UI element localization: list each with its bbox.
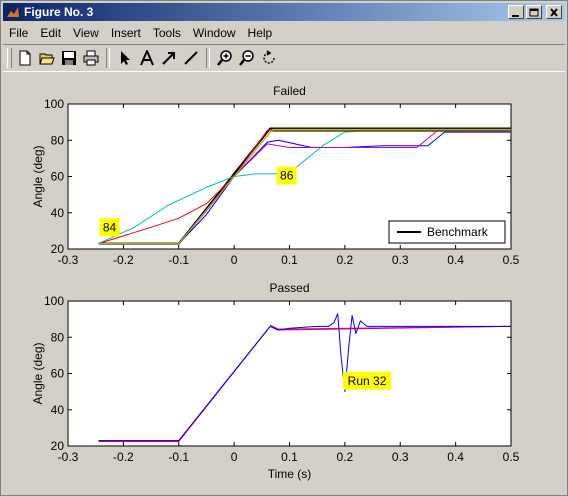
close-button[interactable]: [546, 5, 562, 19]
chart-1-xtick-label: 0.2: [337, 253, 354, 267]
menu-insert[interactable]: Insert: [110, 25, 141, 40]
chart-2-xtick-label: 0.1: [281, 450, 298, 464]
chart-1-xtick-label: -0.3: [58, 253, 79, 267]
window-title: Figure No. 3: [24, 5, 94, 19]
insert-line-button[interactable]: [180, 47, 202, 69]
new-figure-button[interactable]: [14, 47, 36, 69]
print-button[interactable]: [80, 47, 102, 69]
chart-1-annotation-label: 84: [103, 220, 117, 234]
print-icon: [83, 50, 99, 66]
chart-2-title: Passed: [269, 281, 309, 295]
maximize-button[interactable]: [526, 5, 542, 19]
chart-2-xtick-label: -0.1: [168, 450, 189, 464]
chart-2-ytick-label: 80: [51, 330, 65, 344]
chart-1-xtick-label: 0: [231, 253, 238, 267]
chart-1-title: Failed: [273, 84, 306, 98]
chart-1-series-line-4: [98, 131, 511, 245]
chart-2-ytick-label: 20: [51, 439, 65, 453]
save-icon: [62, 51, 76, 65]
menu-tools[interactable]: Tools: [152, 25, 181, 40]
chart-1-annotation-box: [276, 166, 297, 185]
chart-2-xtick-label: -0.3: [58, 450, 79, 464]
save-button[interactable]: [58, 47, 80, 69]
chart-1-xtick-label: 0.1: [281, 253, 298, 267]
chart-1-xtick-label: 0.5: [503, 253, 520, 267]
menu-window[interactable]: Window: [192, 25, 236, 40]
toolbar-separator: [106, 48, 110, 68]
chart-1-series-line-3: [98, 129, 511, 245]
chart-2-axes[interactable]: [67, 300, 512, 447]
menu-help[interactable]: Help: [247, 25, 273, 40]
chart-2-annotation-box: [343, 371, 392, 390]
text-insert-icon: [140, 50, 154, 66]
chart-1-xtick-label: 0.4: [447, 253, 464, 267]
chart-1-series-line-2: [98, 129, 511, 245]
chart-2-xtick-label: 0.3: [392, 450, 409, 464]
chart-2-ytick-label: 40: [51, 403, 65, 417]
figure-toolbar: [3, 44, 565, 72]
menu-file[interactable]: File: [9, 25, 29, 40]
chart-2-ylabel: Angle (deg): [31, 342, 45, 404]
chart-2-xlabel: Time (s): [268, 467, 312, 481]
chart-1-xtick-label: 0.3: [392, 253, 409, 267]
menu-view[interactable]: View: [73, 25, 99, 40]
chart-2-xtick-label: 0.4: [447, 450, 464, 464]
chart-2-xtick-label: 0.5: [503, 450, 520, 464]
toolbar-grip[interactable]: [7, 48, 12, 68]
chart-1-ytick-label: 20: [51, 242, 65, 256]
open-folder-icon: [39, 53, 55, 65]
chart-1-annotation-label: 86: [280, 169, 294, 183]
zoom-in-button[interactable]: [214, 47, 236, 69]
chart-2-ytick-label: 100: [44, 294, 64, 308]
chart-1-annotation-box: [99, 218, 120, 237]
line-insert-icon: [184, 51, 198, 65]
chart-2-ytick-label: 60: [51, 367, 65, 381]
insert-text-button[interactable]: [136, 47, 158, 69]
rotate-icon: [263, 50, 275, 64]
select-arrow-icon: [121, 51, 130, 65]
matlab-app-icon[interactable]: [6, 5, 20, 19]
chart-1-series-line-7: [98, 128, 511, 245]
zoom-out-button[interactable]: [236, 47, 258, 69]
menu-edit[interactable]: Edit: [40, 25, 62, 40]
chart-2-xtick-label: 0.2: [337, 450, 354, 464]
zoom-in-icon: [217, 50, 232, 66]
chart-2-xtick-label: 0: [231, 450, 238, 464]
chart-1-ytick-label: 60: [51, 170, 65, 184]
toolbar-separator: [206, 48, 210, 68]
arrow-insert-icon: [162, 52, 175, 65]
close-icon: [550, 8, 558, 17]
chart-1-ylabel: Angle (deg): [31, 145, 45, 207]
chart-1-ytick-label: 40: [51, 206, 65, 220]
zoom-out-icon: [239, 50, 254, 66]
title-bar[interactable]: Figure No. 3: [3, 3, 565, 21]
chart-1-ytick-label: 100: [44, 97, 64, 111]
chart-1-xtick-label: -0.2: [113, 253, 134, 267]
insert-arrow-button[interactable]: [158, 47, 180, 69]
open-file-button[interactable]: [36, 47, 58, 69]
menu-bar: File Edit View Insert Tools Window Help: [3, 23, 278, 42]
chart-2-xtick-label: -0.2: [113, 450, 134, 464]
rotate-3d-button[interactable]: [258, 47, 280, 69]
chart-2-annotation-label: Run 32: [348, 374, 387, 388]
minimize-button[interactable]: [508, 5, 524, 19]
chart-1-legend-label: Benchmark: [427, 225, 489, 239]
chart-1-ytick-label: 80: [51, 133, 65, 147]
chart-1-legend[interactable]: [388, 220, 506, 244]
new-file-icon: [19, 50, 31, 66]
maximize-icon: [529, 8, 539, 17]
minimize-icon: [512, 15, 519, 17]
chart-1-xtick-label: -0.1: [168, 253, 189, 267]
chart-2-series-line-3: [98, 313, 511, 442]
edit-plot-button[interactable]: [114, 47, 136, 69]
